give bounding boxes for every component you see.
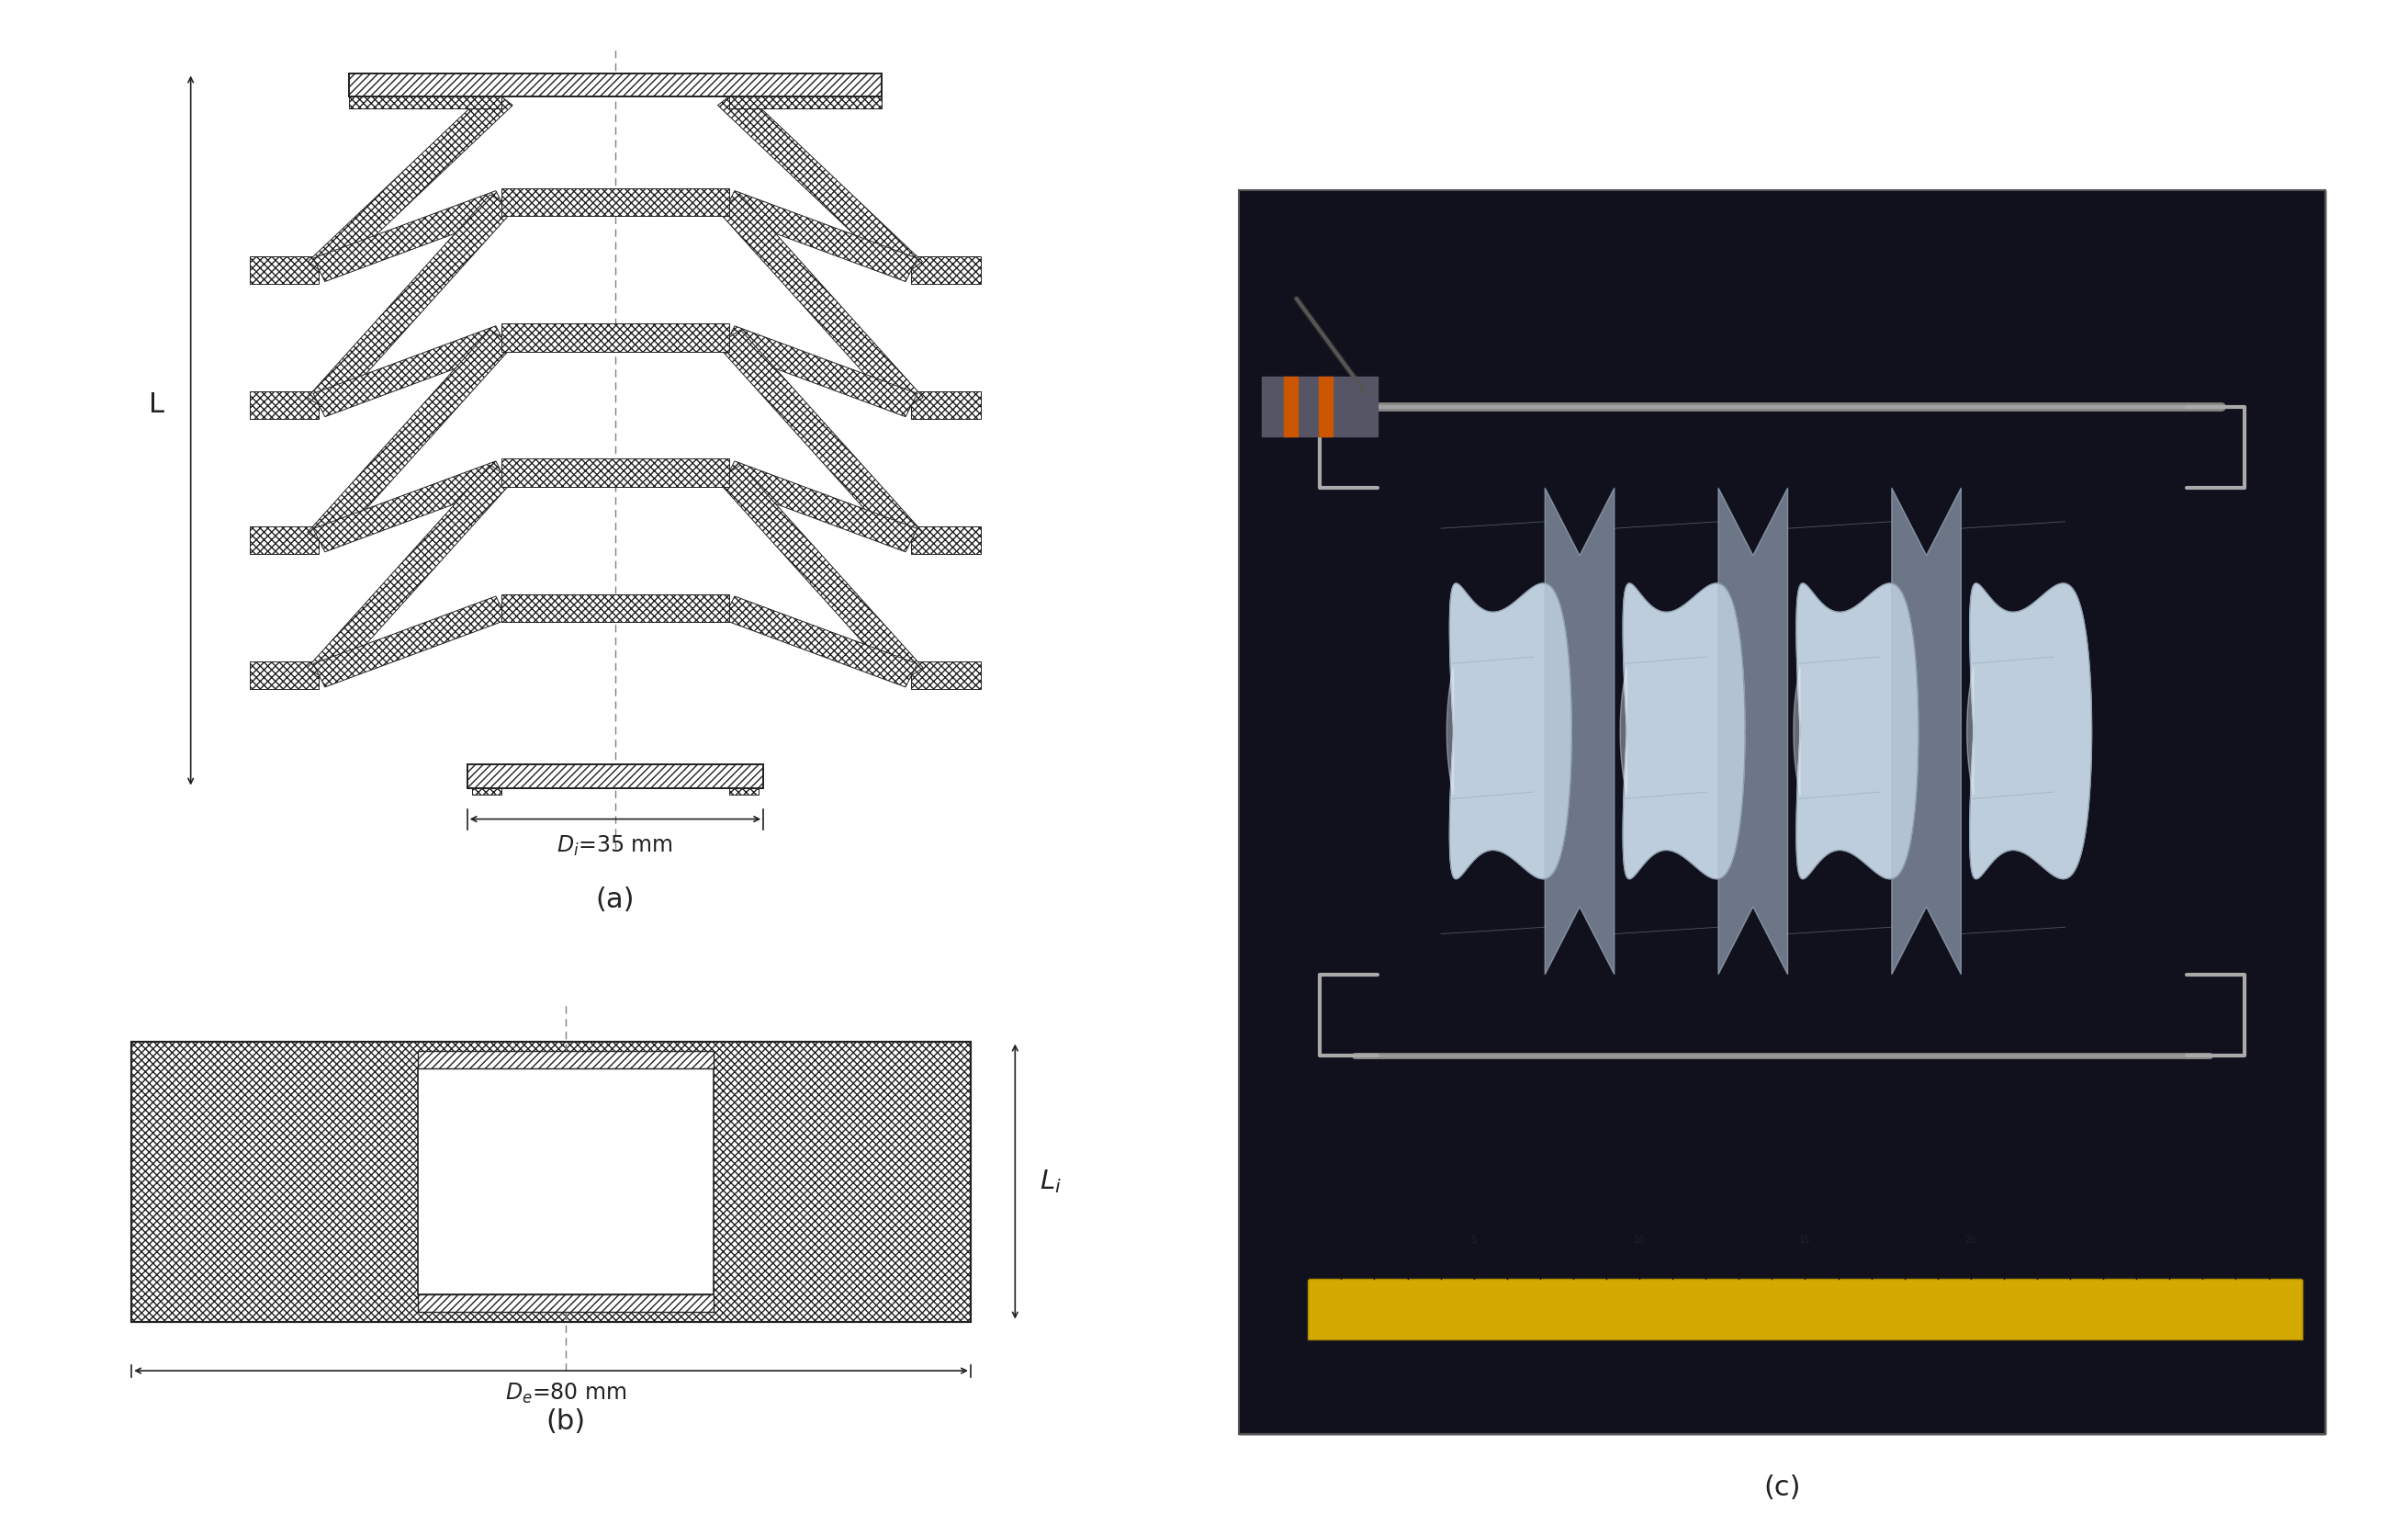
Polygon shape (722, 596, 917, 687)
Text: 5: 5 (1471, 1235, 1476, 1244)
Polygon shape (1450, 584, 1572, 879)
Text: $D_i$=35 mm: $D_i$=35 mm (556, 834, 674, 859)
Bar (132, 1041, 970, 1321)
Polygon shape (1796, 584, 1919, 879)
Polygon shape (250, 662, 318, 690)
Text: $D_e$=80 mm: $D_e$=80 mm (506, 1381, 626, 1405)
Polygon shape (1893, 488, 1960, 974)
Polygon shape (308, 88, 513, 278)
Bar (1308, 1278, 2302, 1339)
Polygon shape (722, 326, 917, 416)
Polygon shape (313, 190, 508, 281)
Polygon shape (313, 326, 508, 416)
Bar (419, 1295, 713, 1312)
Text: 10: 10 (1633, 1235, 1645, 1244)
Polygon shape (718, 195, 922, 413)
Polygon shape (501, 324, 730, 352)
Polygon shape (308, 330, 513, 548)
Polygon shape (1447, 668, 1454, 794)
Polygon shape (722, 190, 917, 281)
Polygon shape (472, 773, 501, 796)
Polygon shape (313, 596, 508, 687)
Text: $L_i$: $L_i$ (1040, 1167, 1062, 1195)
Bar (349, 74, 881, 97)
Polygon shape (722, 461, 917, 551)
Polygon shape (250, 392, 318, 419)
Polygon shape (910, 527, 980, 554)
Bar (467, 765, 763, 788)
Text: L: L (149, 392, 164, 418)
Polygon shape (910, 392, 980, 419)
Polygon shape (501, 189, 730, 217)
Polygon shape (1621, 668, 1628, 794)
Bar (419, 1069, 713, 1295)
Polygon shape (910, 257, 980, 284)
Bar (1283, 376, 1298, 436)
Polygon shape (313, 461, 508, 551)
Polygon shape (718, 465, 922, 684)
Polygon shape (1719, 488, 1787, 974)
Text: (a): (a) (595, 886, 636, 914)
Polygon shape (1623, 584, 1746, 879)
Text: (b): (b) (547, 1409, 585, 1435)
Bar (1320, 376, 1332, 436)
Polygon shape (250, 527, 318, 554)
Polygon shape (718, 88, 922, 278)
Bar (132, 1041, 970, 1321)
Bar (1262, 376, 1377, 436)
Text: 20: 20 (1965, 1235, 1977, 1244)
Polygon shape (501, 459, 730, 487)
Polygon shape (718, 330, 922, 548)
Polygon shape (1967, 668, 1975, 794)
Polygon shape (1970, 584, 2093, 879)
Text: 15: 15 (1799, 1235, 1811, 1244)
Polygon shape (501, 594, 730, 622)
Polygon shape (308, 465, 513, 684)
Bar (467, 765, 763, 788)
Bar (419, 1051, 713, 1069)
Bar (349, 74, 881, 97)
Polygon shape (1794, 668, 1801, 794)
Polygon shape (349, 86, 501, 108)
Polygon shape (910, 662, 980, 690)
Polygon shape (1546, 488, 1613, 974)
Polygon shape (250, 257, 318, 284)
Polygon shape (730, 773, 759, 796)
Polygon shape (730, 86, 881, 108)
Text: (c): (c) (1763, 1475, 1801, 1501)
Polygon shape (308, 195, 513, 413)
